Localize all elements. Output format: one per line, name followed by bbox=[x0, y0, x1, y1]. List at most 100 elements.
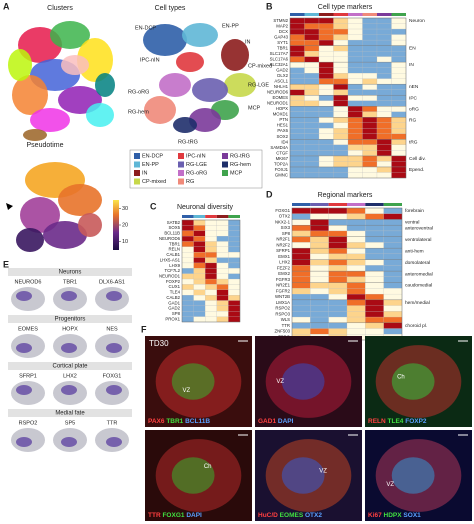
panel-label: B bbox=[266, 1, 273, 11]
arrow bbox=[6, 203, 13, 210]
map-title: Clusters bbox=[47, 5, 73, 12]
expression-spot bbox=[106, 291, 122, 301]
map-label: EN-PP bbox=[222, 23, 239, 29]
heatmap-cell bbox=[376, 111, 392, 118]
gene-label: EOMES bbox=[18, 326, 38, 332]
map-label: RG-hem bbox=[128, 109, 149, 115]
expression-spot bbox=[16, 343, 32, 353]
gene-label: HOPX bbox=[276, 106, 288, 111]
heatmap-cell bbox=[304, 111, 320, 118]
heatmap-cell bbox=[391, 67, 407, 74]
heatmap-cell bbox=[376, 128, 392, 134]
gene-label: DLX2 bbox=[277, 73, 288, 78]
heatmap-cell bbox=[205, 311, 217, 317]
heatmap-cell bbox=[228, 236, 241, 242]
gene-label: MAP2 bbox=[276, 23, 288, 28]
heatmap-cell bbox=[347, 51, 363, 57]
heatmap-cell bbox=[193, 295, 206, 301]
heatmap-cell bbox=[328, 236, 348, 243]
heatmap-cell bbox=[216, 295, 229, 301]
heatmap-cell bbox=[333, 155, 349, 162]
heatmap-cell bbox=[193, 268, 206, 274]
pseudotime-blob bbox=[43, 221, 87, 249]
heatmap-cell bbox=[376, 166, 392, 173]
gene-label: PTN bbox=[279, 117, 288, 122]
heatmap-cell bbox=[304, 34, 320, 41]
heatmap-cell bbox=[289, 39, 305, 46]
heatmap-cell bbox=[310, 225, 329, 232]
heatmap-cell bbox=[383, 311, 403, 318]
stain-label: PAX6 TBR1 BCL11B bbox=[148, 418, 210, 425]
heatmap-cell bbox=[347, 34, 363, 41]
heatmap-cell bbox=[362, 95, 378, 101]
heatmap-cell bbox=[391, 95, 407, 101]
heatmap-cell bbox=[365, 299, 384, 306]
heatmap-cell bbox=[216, 219, 229, 226]
heatmap-cell bbox=[328, 242, 348, 249]
heatmap-cell bbox=[318, 89, 334, 96]
heatmap-cell bbox=[310, 219, 329, 226]
heatmap-cell bbox=[328, 207, 348, 214]
cluster-blob bbox=[86, 103, 114, 127]
heatmap-cell bbox=[391, 62, 407, 68]
heatmap-cell bbox=[347, 39, 363, 46]
gene-label: SIX3 bbox=[281, 225, 291, 230]
heatmap-cell bbox=[205, 284, 217, 290]
gene-label: DCX bbox=[279, 29, 288, 34]
heatmap-cell bbox=[333, 67, 349, 74]
heatmap-cell bbox=[304, 23, 320, 30]
heatmap-cell bbox=[193, 230, 206, 237]
group-header bbox=[8, 268, 132, 276]
heatmap-cell bbox=[346, 305, 366, 312]
expression-spot bbox=[61, 343, 77, 353]
heatmap-cell bbox=[310, 213, 329, 220]
heatmap-cell bbox=[310, 316, 329, 323]
heatmap-cell bbox=[365, 253, 384, 260]
map-label: IPC-nIN bbox=[140, 57, 160, 63]
heatmap-cell bbox=[347, 95, 363, 101]
heatmap-cell bbox=[347, 73, 363, 79]
heatmap-cell bbox=[310, 265, 329, 272]
cell-type-blob bbox=[221, 39, 249, 71]
panel-title: Neuronal diversity bbox=[177, 204, 234, 211]
gene-label: NR2E1 bbox=[276, 283, 290, 288]
heatmap-cell bbox=[391, 144, 407, 151]
heatmap-cell bbox=[318, 161, 334, 168]
panel-title: Regional markers bbox=[318, 192, 373, 199]
heatmap-cell bbox=[328, 316, 348, 323]
heatmap-cell bbox=[205, 225, 217, 231]
heatmap-cell bbox=[365, 236, 384, 243]
heatmap-cell bbox=[291, 248, 311, 255]
column-bar bbox=[328, 203, 347, 206]
heatmap-cell bbox=[291, 311, 311, 318]
heatmap-cell bbox=[304, 144, 320, 151]
heatmap-cell bbox=[346, 282, 366, 289]
heatmap-cell bbox=[289, 106, 305, 112]
gene-label: CUX1 bbox=[169, 284, 181, 289]
heatmap-cell bbox=[333, 172, 349, 179]
stain-label: RELN TLE4 FOXP2 bbox=[368, 418, 427, 425]
group-label: RG bbox=[409, 117, 416, 123]
heatmap-cell bbox=[304, 117, 320, 123]
heatmap-cell bbox=[362, 166, 378, 173]
heatmap-cell bbox=[346, 299, 366, 306]
heatmap-cell bbox=[193, 241, 206, 247]
heatmap-cell bbox=[362, 89, 378, 96]
heatmap-cell bbox=[347, 45, 363, 52]
heatmap-cell bbox=[391, 106, 407, 112]
stain-label: GAD1 DAPI bbox=[258, 418, 294, 425]
panel-label: A bbox=[3, 1, 10, 11]
heatmap-cell bbox=[362, 133, 378, 140]
heatmap-cell bbox=[228, 268, 241, 274]
group-label: nEN bbox=[409, 84, 419, 90]
heatmap-cell bbox=[205, 273, 217, 280]
heatmap-cell bbox=[205, 230, 217, 237]
column-bar bbox=[290, 13, 305, 16]
heatmap-cell bbox=[310, 311, 329, 318]
heatmap-cell bbox=[383, 316, 403, 323]
heatmap-cell bbox=[376, 62, 392, 68]
heatmap-cell bbox=[362, 172, 378, 179]
heatmap-cell bbox=[346, 322, 366, 329]
heatmap-cell bbox=[333, 89, 349, 96]
heatmap-cell bbox=[318, 84, 334, 90]
